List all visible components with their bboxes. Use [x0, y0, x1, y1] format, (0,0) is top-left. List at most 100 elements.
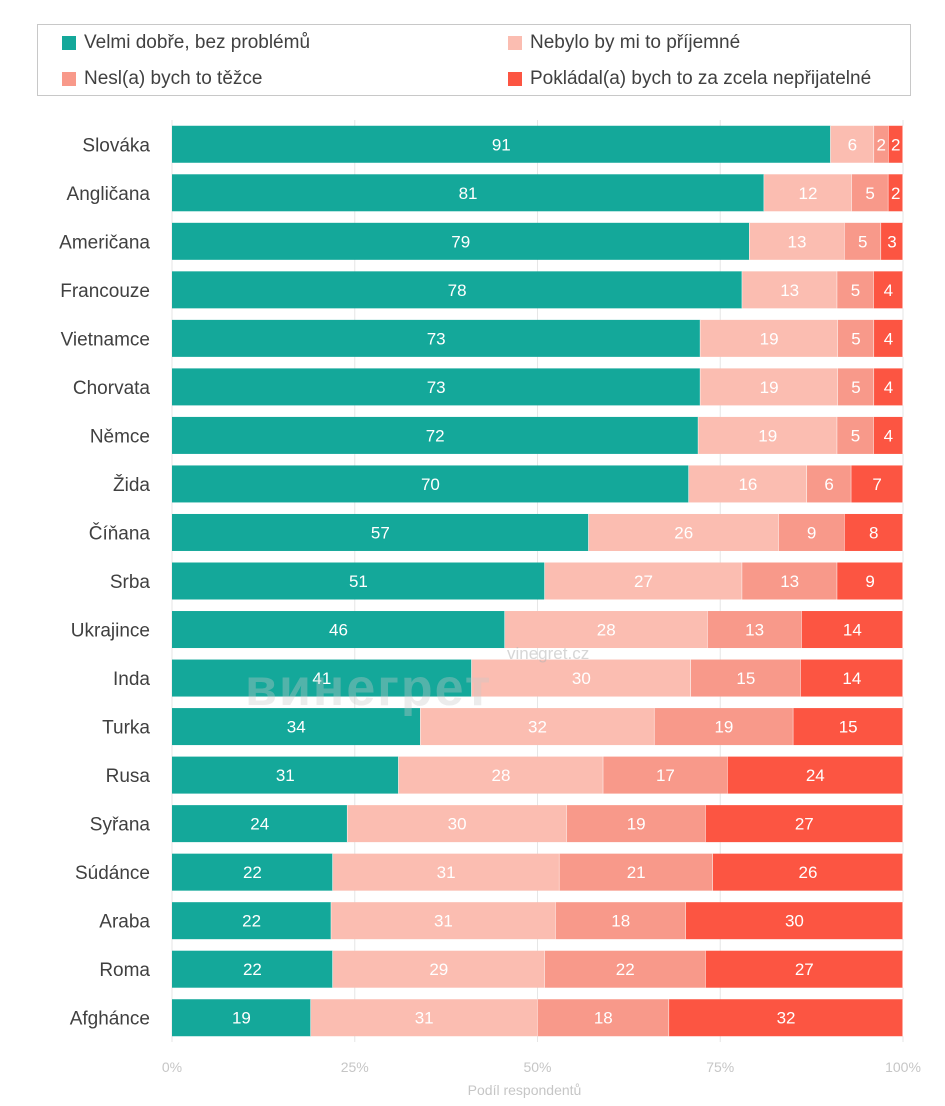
bar-segment [172, 416, 699, 454]
bar-segment [603, 756, 728, 794]
data-label: 31 [415, 1009, 434, 1028]
category-label: Inda [113, 669, 150, 690]
bar-segment [778, 513, 845, 551]
data-label: 9 [807, 523, 816, 542]
bar-segment [837, 416, 874, 454]
category-label: Srba [110, 572, 151, 593]
legend-swatch [62, 72, 76, 86]
data-label: 78 [448, 281, 467, 300]
data-label: 73 [427, 329, 446, 348]
category-label: Roma [99, 960, 150, 981]
category-label: Afghánce [70, 1009, 150, 1030]
data-label: 2 [877, 135, 886, 154]
bar-segment [742, 562, 838, 600]
bar-segment [807, 465, 852, 503]
bar-segment [874, 319, 903, 357]
bar-segment [544, 562, 743, 600]
data-label: 28 [597, 621, 616, 640]
data-label: 57 [371, 523, 390, 542]
bar-segment [691, 659, 801, 697]
data-label: 12 [799, 184, 818, 203]
data-label: 15 [736, 669, 755, 688]
data-label: 6 [824, 475, 833, 494]
data-label: 14 [843, 621, 862, 640]
bar-segment [555, 902, 686, 940]
bar-segment [172, 319, 701, 357]
legend-label: Nebylo by mi to příjemné [530, 32, 741, 53]
bar-segment [844, 222, 882, 260]
bar-segment [172, 902, 332, 940]
legend: Velmi dobře, bez problémů Nebylo by mi t… [37, 24, 911, 96]
bar-segment [172, 222, 750, 260]
legend-label: Pokládal(a) bych to za zcela nepřijateln… [530, 68, 872, 89]
data-label: 81 [459, 184, 478, 203]
bar-segment [698, 416, 838, 454]
data-label: 15 [839, 718, 858, 737]
data-label: 26 [674, 523, 693, 542]
category-label: Syřana [90, 815, 151, 836]
bar-segment [172, 513, 589, 551]
data-label: 31 [437, 863, 456, 882]
bar-segment [830, 125, 875, 163]
bar-segment [837, 562, 903, 600]
bar-segment [742, 271, 838, 309]
data-label: 3 [887, 232, 896, 251]
data-label: 31 [276, 766, 295, 785]
x-tick-label: 0% [162, 1059, 182, 1075]
data-label: 30 [785, 912, 804, 931]
data-label: 73 [427, 378, 446, 397]
category-label: Chorvata [73, 378, 151, 399]
bar-segment [874, 368, 903, 406]
data-label: 30 [572, 669, 591, 688]
bar-segment [705, 805, 903, 843]
x-tick-label: 100% [885, 1059, 921, 1075]
data-label: 79 [451, 232, 470, 251]
bar-segment [471, 659, 692, 697]
bar-segment [172, 999, 311, 1037]
category-label: Slováka [82, 135, 150, 156]
bar-segment [688, 465, 808, 503]
data-label: 13 [780, 572, 799, 591]
category-label: Angličana [67, 184, 151, 205]
data-label: 34 [287, 718, 306, 737]
data-label: 4 [884, 378, 893, 397]
data-label: 13 [788, 232, 807, 251]
bar-segment [347, 805, 567, 843]
bar-segment [588, 513, 779, 551]
bar-segment [172, 125, 831, 163]
bar-segment [172, 271, 743, 309]
bar-segment [172, 659, 472, 697]
data-label: 2 [891, 184, 900, 203]
category-label: Němce [90, 426, 150, 447]
bar-segment [888, 174, 903, 212]
data-label: 4 [884, 281, 893, 300]
bar-segment [331, 902, 556, 940]
category-label: Súdánce [75, 863, 150, 884]
data-label: 27 [634, 572, 653, 591]
data-label: 5 [851, 281, 860, 300]
bar-segment [707, 611, 802, 649]
bar-segment [172, 950, 333, 988]
legend-item-series-2: Nebylo by mi to příjemné [508, 31, 740, 55]
category-label: Američana [59, 232, 150, 253]
data-label: 31 [434, 912, 453, 931]
bar-segment [800, 659, 903, 697]
data-label: 16 [738, 475, 757, 494]
bar-segment [172, 853, 333, 891]
bar-segment [172, 174, 765, 212]
bar-segment [873, 416, 903, 454]
data-label: 5 [851, 426, 860, 445]
data-label: 22 [616, 960, 635, 979]
data-label: 19 [760, 378, 779, 397]
data-label: 19 [758, 426, 777, 445]
x-tick-label: 75% [706, 1059, 734, 1075]
data-label: 4 [884, 426, 893, 445]
x-axis-title: Podíl respondentů [468, 1082, 582, 1098]
bar-segment [837, 271, 874, 309]
bar-segment [888, 125, 903, 163]
bar-segment [172, 562, 545, 600]
bar-segment [685, 902, 903, 940]
bar-segment [851, 465, 903, 503]
data-label: 70 [421, 475, 440, 494]
legend-label: Nesl(a) bych to těžce [84, 68, 263, 89]
